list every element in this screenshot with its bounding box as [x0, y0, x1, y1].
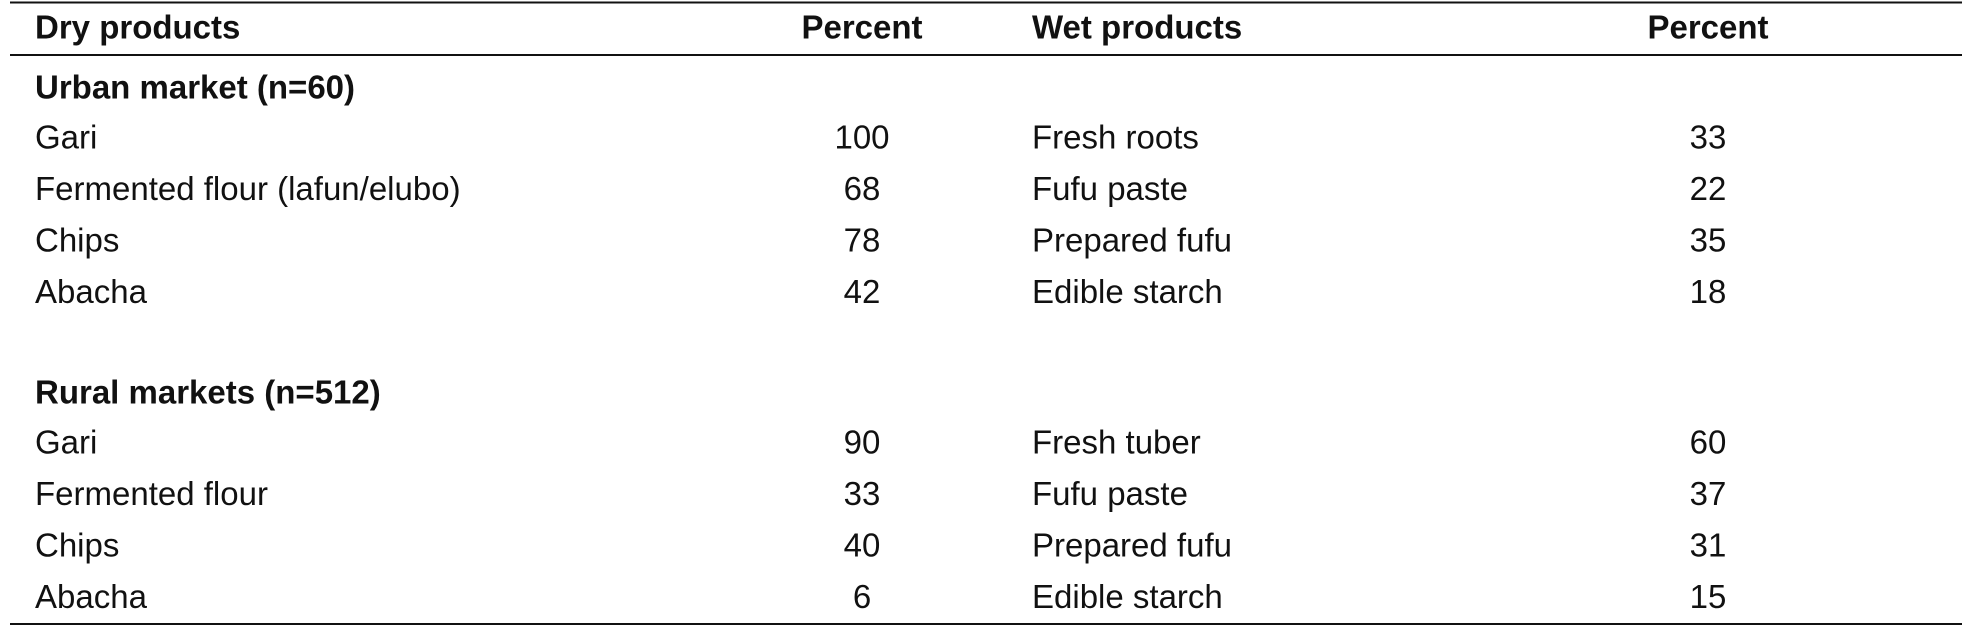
product-cell: Fermented flour — [35, 475, 268, 512]
section-title: Urban market (n=60) — [35, 69, 355, 106]
percent-cell: 40 — [844, 527, 881, 564]
column-header: Dry products — [35, 9, 240, 46]
percent-cell: 35 — [1690, 222, 1727, 259]
product-cell: Fresh tuber — [1032, 424, 1201, 461]
product-cell: Gari — [35, 119, 97, 156]
product-cell: Fufu paste — [1032, 475, 1188, 512]
percent-cell: 78 — [844, 222, 881, 259]
product-cell: Fresh roots — [1032, 119, 1199, 156]
product-cell: Abacha — [35, 273, 148, 310]
product-cell: Gari — [35, 424, 97, 461]
product-cell: Prepared fufu — [1032, 222, 1232, 259]
product-cell: Chips — [35, 222, 119, 259]
percent-cell: 22 — [1690, 170, 1727, 207]
percent-cell: 68 — [844, 170, 881, 207]
product-cell: Prepared fufu — [1032, 527, 1232, 564]
product-cell: Fufu paste — [1032, 170, 1188, 207]
percent-cell: 31 — [1690, 527, 1727, 564]
percent-cell: 60 — [1690, 424, 1727, 461]
column-header: Percent — [1647, 9, 1768, 46]
percent-cell: 90 — [844, 424, 881, 461]
percent-cell: 33 — [1690, 119, 1727, 156]
percent-cell: 33 — [844, 475, 881, 512]
product-cell: Fermented flour (lafun/elubo) — [35, 170, 461, 207]
percent-cell: 18 — [1690, 273, 1727, 310]
column-header: Percent — [801, 9, 922, 46]
percent-cell: 15 — [1690, 578, 1727, 615]
percent-cell: 37 — [1690, 475, 1727, 512]
section-title: Rural markets (n=512) — [35, 374, 381, 411]
percent-cell: 100 — [834, 119, 889, 156]
percent-cell: 6 — [853, 578, 871, 615]
percent-cell: 42 — [844, 273, 881, 310]
product-cell: Edible starch — [1032, 578, 1223, 615]
column-header: Wet products — [1032, 9, 1242, 46]
product-cell: Abacha — [35, 578, 148, 615]
product-cell: Edible starch — [1032, 273, 1223, 310]
product-cell: Chips — [35, 527, 119, 564]
